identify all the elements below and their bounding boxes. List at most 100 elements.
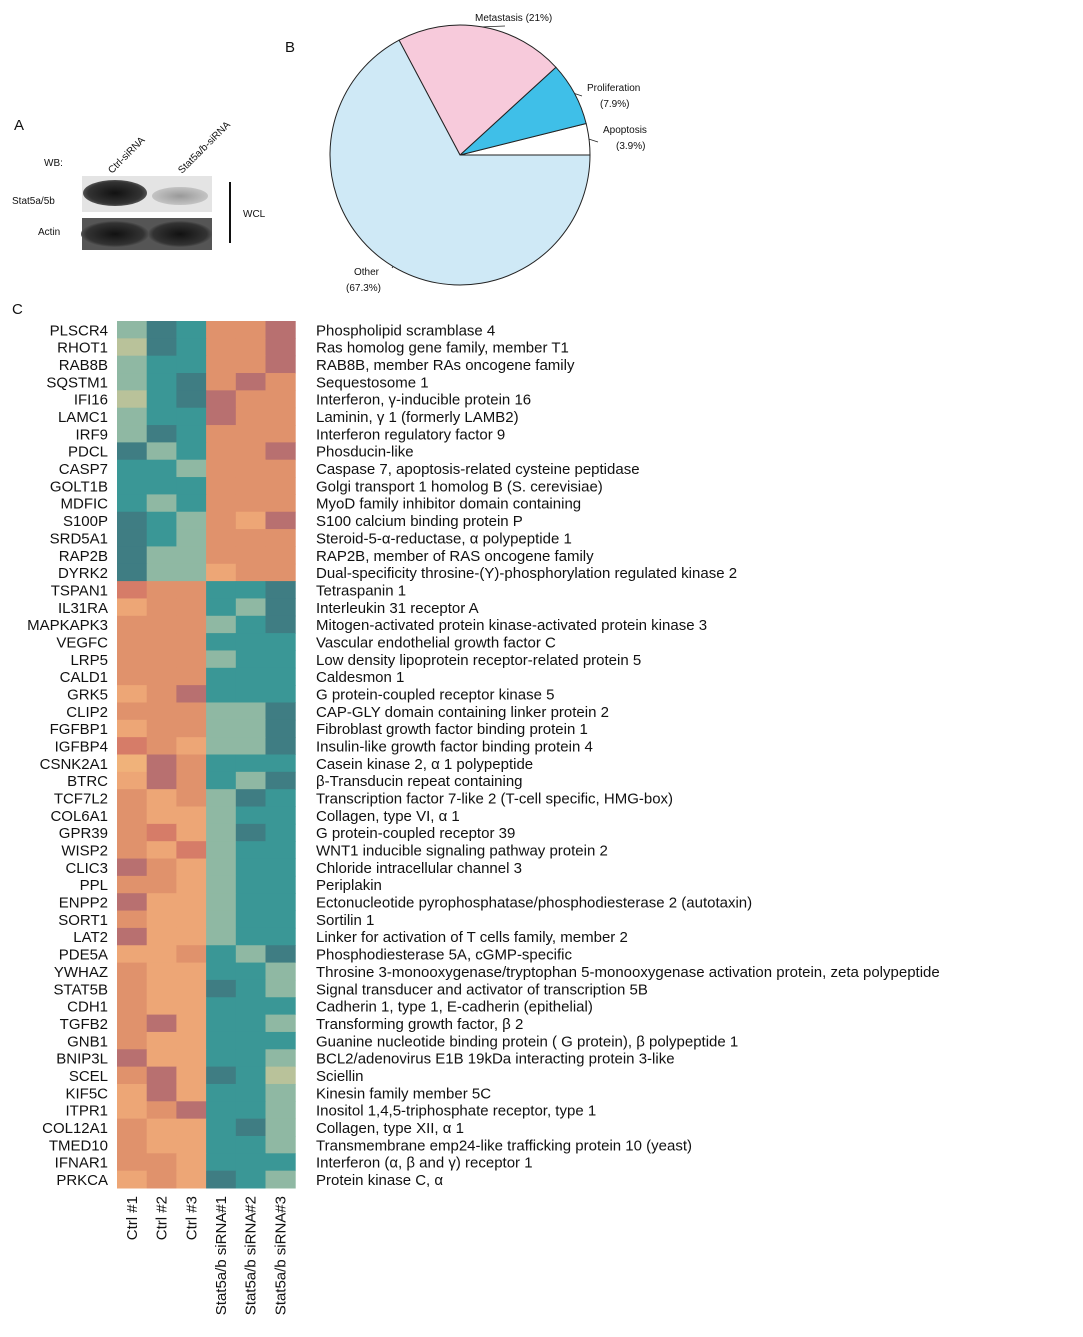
heatmap-cell	[265, 1101, 296, 1120]
heatmap-cell	[176, 529, 207, 547]
heatmap-cell	[235, 1031, 266, 1050]
heatmap-cell	[117, 650, 148, 669]
slice-value: (21%)	[526, 13, 553, 24]
heatmap-cell	[235, 633, 266, 651]
heatmap-cell	[117, 494, 148, 513]
heatmap-cell	[117, 1170, 148, 1189]
heatmap-cell	[146, 529, 177, 547]
gene-label: MDFIC	[61, 496, 109, 513]
heatmap-cell	[206, 477, 237, 495]
gene-label: MAPKAPK3	[27, 617, 108, 634]
heatmap-cell	[117, 321, 148, 339]
heatmap-cell	[146, 1083, 177, 1102]
heatmap-cell	[176, 511, 207, 530]
heatmap-cell	[146, 1014, 177, 1033]
heatmap-cell	[117, 685, 148, 703]
heatmap-cell	[265, 355, 296, 374]
gene-label: SORT1	[58, 912, 108, 929]
gene-label: COL6A1	[50, 808, 108, 825]
leader-line	[574, 93, 583, 97]
heatmap-cell	[265, 997, 296, 1016]
heatmap-cell	[206, 563, 237, 582]
western-blot: WB: Ctrl-siRNA Stat5a/b-siRNA Stat5a/5b …	[12, 119, 266, 250]
heatmap-cell	[265, 477, 296, 495]
band-label: Stat5a/5b	[12, 196, 55, 207]
heatmap-cell	[265, 875, 296, 894]
heatmap-cell	[146, 875, 177, 894]
heatmap-cell	[146, 615, 177, 634]
heatmap-cell	[265, 979, 296, 998]
blot-band	[152, 187, 208, 205]
heatmap-cell	[176, 581, 207, 599]
heatmap-cell	[117, 893, 148, 912]
heatmap-cell	[265, 390, 296, 409]
heatmap-cell	[235, 390, 266, 409]
heatmap-cell	[206, 442, 237, 461]
gene-label: TMED10	[49, 1137, 108, 1154]
heatmap-cell	[265, 1153, 296, 1172]
heatmap-cell	[176, 1049, 207, 1068]
heatmap-cell	[117, 927, 148, 946]
heatmap-cell	[176, 997, 207, 1016]
heatmap-cell	[206, 598, 237, 617]
gene-label: IGFBP4	[55, 739, 108, 756]
column-label: Stat5a/b siRNA#2	[243, 1196, 260, 1315]
heatmap-cell	[117, 1083, 148, 1102]
heatmap-cell	[206, 1153, 237, 1172]
heatmap-cell	[176, 494, 207, 513]
heatmap-cell	[117, 546, 148, 565]
gene-label: YWHAZ	[54, 964, 108, 981]
heatmap-cell	[265, 789, 296, 808]
heatmap-cell	[176, 1066, 207, 1085]
heatmap-cell	[117, 1135, 148, 1154]
heatmap-cell	[176, 442, 207, 461]
heatmap-cell	[146, 667, 177, 686]
gene-label: BTRC	[67, 773, 108, 790]
heatmap-cell	[235, 823, 266, 842]
gene-description: Golgi transport 1 homolog B (S. cerevisi…	[316, 478, 603, 495]
heatmap-cell	[265, 494, 296, 513]
gene-label: IL31RA	[58, 600, 108, 617]
heatmap-cell	[235, 1101, 266, 1120]
heatmap-cell	[265, 338, 296, 357]
heatmap-cell	[176, 1083, 207, 1102]
heatmap-cell	[176, 962, 207, 981]
heatmap-cell	[206, 1014, 237, 1033]
heatmap-cell	[265, 442, 296, 461]
heatmap-cell	[146, 338, 177, 357]
heatmap-cell	[206, 1101, 237, 1120]
heatmap-cell	[146, 321, 177, 339]
heatmap-cell	[265, 581, 296, 599]
gene-label: SRD5A1	[50, 530, 108, 547]
heatmap-cell	[265, 719, 296, 738]
slice-value: (67.3%)	[346, 283, 381, 294]
gene-description: Protein kinase C, α	[316, 1172, 443, 1189]
gene-description: β-Transducin repeat containing	[316, 773, 523, 790]
heatmap-cell	[235, 563, 266, 582]
leader-line	[482, 25, 506, 28]
gene-label: PRKCA	[56, 1172, 108, 1189]
heatmap-cell	[206, 407, 237, 426]
heatmap-cell	[235, 1014, 266, 1033]
heatmap-cell	[206, 945, 237, 964]
heatmap-cell	[176, 685, 207, 703]
heatmap-cell	[176, 407, 207, 426]
slice-value: (3.9%)	[616, 141, 645, 152]
heatmap-cell	[176, 425, 207, 443]
heatmap-cell	[235, 667, 266, 686]
heatmap-cell	[265, 1066, 296, 1085]
heatmap-cell	[206, 529, 237, 547]
heatmap-cell	[235, 1049, 266, 1068]
heatmap-cell	[265, 529, 296, 547]
heatmap-cell	[146, 633, 177, 651]
gene-label: CASP7	[59, 461, 108, 478]
heatmap-cell	[265, 823, 296, 842]
heatmap-cell	[235, 1153, 266, 1172]
gene-label: IFNAR1	[55, 1155, 108, 1172]
heatmap-cell	[146, 494, 177, 513]
heatmap-cell	[146, 841, 177, 860]
gene-label: RAP2B	[59, 548, 108, 565]
gene-description: Collagen, type VI, α 1	[316, 808, 460, 825]
heatmap-cell	[117, 841, 148, 860]
heatmap-cell	[206, 737, 237, 755]
